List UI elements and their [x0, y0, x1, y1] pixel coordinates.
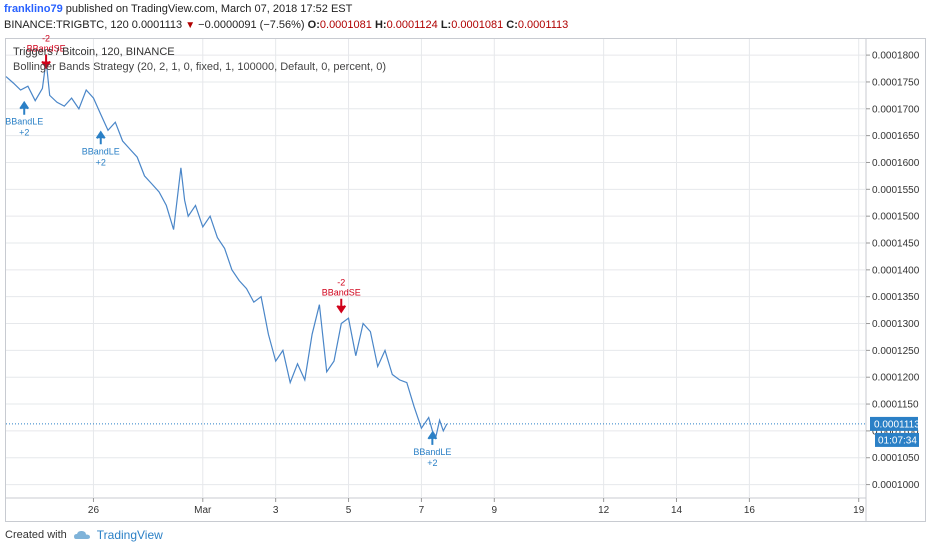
- x-tick-label: 14: [671, 505, 683, 516]
- created-with-text: Created with: [5, 529, 67, 541]
- long-entry-signal: BBandLE+2: [82, 130, 120, 167]
- author-link[interactable]: franklino79: [4, 3, 63, 15]
- x-tick-label: 5: [346, 505, 352, 516]
- symbol-line: BINANCE:TRIGBTC, 120: [4, 19, 129, 31]
- close-value: 0.0001113: [517, 19, 569, 31]
- chart-frame[interactable]: [5, 38, 926, 522]
- close-label: C:: [506, 19, 518, 31]
- y-tick-label: 0.0001650: [872, 131, 920, 142]
- up-arrow-icon: [95, 130, 106, 145]
- signal-label: BBandLE: [5, 117, 43, 127]
- signal-qty: +2: [96, 157, 106, 167]
- published-text: published on TradingView.com, March 07, …: [65, 3, 353, 15]
- signal-label: BBandSE: [322, 288, 361, 298]
- x-tick-label: 7: [419, 505, 425, 516]
- signal-qty: +2: [427, 458, 437, 468]
- y-tick-label: 0.0001400: [872, 265, 920, 276]
- x-tick-label: 3: [273, 505, 279, 516]
- y-axis: 0.0001800 0.0001750 0.0001700 0.0001650 0.00…: [866, 51, 920, 491]
- open-label: O:: [307, 19, 320, 31]
- price-change: −0.0000091 (−7.56%): [198, 19, 305, 31]
- y-tick-label: 0.0001250: [872, 346, 920, 357]
- y-tick-label: 0.0001000: [872, 480, 920, 491]
- signal-label: BBandLE: [413, 447, 451, 457]
- x-tick-label: 19: [853, 505, 865, 516]
- signal-label: BBandSE: [27, 43, 66, 53]
- y-tick-label: 0.0001100: [872, 426, 919, 437]
- signal-label: BBandLE: [82, 146, 120, 156]
- y-tick-label: 0.0001200: [872, 373, 920, 384]
- y-tick-label: 0.0001050: [872, 453, 920, 464]
- y-tick-label: 0.0001450: [872, 239, 920, 250]
- y-tick-label: 0.0001500: [872, 212, 920, 223]
- chart-title: Triggers / Bitcoin, 120, BINANCE: [13, 46, 175, 58]
- long-entry-signal: BBandLE+2: [413, 431, 451, 468]
- x-tick-label: 9: [492, 505, 498, 516]
- y-tick-label: 0.0001600: [872, 158, 920, 169]
- up-arrow-icon: [19, 100, 30, 115]
- last-price-tag-text: 0.0001113: [874, 419, 920, 430]
- grid-lines: [6, 39, 867, 521]
- high-value: 0.0001124: [386, 19, 438, 31]
- signal-qty: -2: [42, 33, 50, 43]
- down-arrow-icon: ▼: [185, 20, 196, 31]
- last-price: 0.0001113: [131, 19, 183, 31]
- y-tick-label: 0.0001300: [872, 319, 920, 330]
- y-tick-label: 0.0001750: [872, 77, 920, 88]
- tradingview-brand[interactable]: TradingView: [96, 528, 163, 542]
- x-tick-label: 12: [598, 505, 610, 516]
- last-price-tag: [870, 416, 918, 431]
- y-tick-label: 0.0001800: [872, 51, 920, 62]
- countdown-tag-text: 01:07:34: [878, 435, 917, 446]
- down-arrow-icon: [41, 54, 51, 70]
- high-label: H:: [374, 19, 387, 31]
- y-tick-label: 0.0001150: [872, 400, 919, 411]
- x-axis: 26 Mar 3 5 7 9 12 14 16 19: [88, 498, 865, 516]
- open-value: 0.0001081: [319, 19, 372, 31]
- strategy-signals: BBandLE+2-2BBandSEBBandLE+2-2BBandSEBBan…: [5, 33, 451, 467]
- last-price-tags: 0.0001113 01:07:34: [870, 416, 920, 447]
- low-value: 0.0001081: [451, 19, 504, 31]
- down-arrow-icon: [336, 298, 347, 314]
- x-tick-label: 16: [744, 505, 756, 516]
- footer: Created with TradingView: [5, 528, 163, 542]
- low-label: L:: [440, 19, 452, 31]
- publish-header: franklino79 published on TradingView.com…: [4, 3, 352, 15]
- tradingview-cloud-icon: [73, 530, 90, 539]
- y-tick-label: 0.0001700: [872, 104, 920, 115]
- up-arrow-icon: [427, 431, 438, 445]
- x-tick-label: 26: [88, 505, 100, 516]
- x-tick-label: Mar: [194, 505, 212, 516]
- signal-qty: +2: [19, 128, 29, 138]
- strategy-legend: Bollinger Bands Strategy (20, 2, 1, 0, f…: [13, 61, 387, 73]
- y-tick-label: 0.0001350: [872, 292, 920, 303]
- y-tick-label: 0.0001550: [872, 185, 920, 196]
- signal-qty: -2: [337, 278, 345, 288]
- price-line-series: [5, 60, 448, 438]
- countdown-tag: [875, 432, 919, 447]
- symbol-header: BINANCE:TRIGBTC, 120 0.0001113 ▼ −0.0000…: [4, 19, 568, 31]
- long-entry-signal: BBandLE+2: [5, 100, 43, 138]
